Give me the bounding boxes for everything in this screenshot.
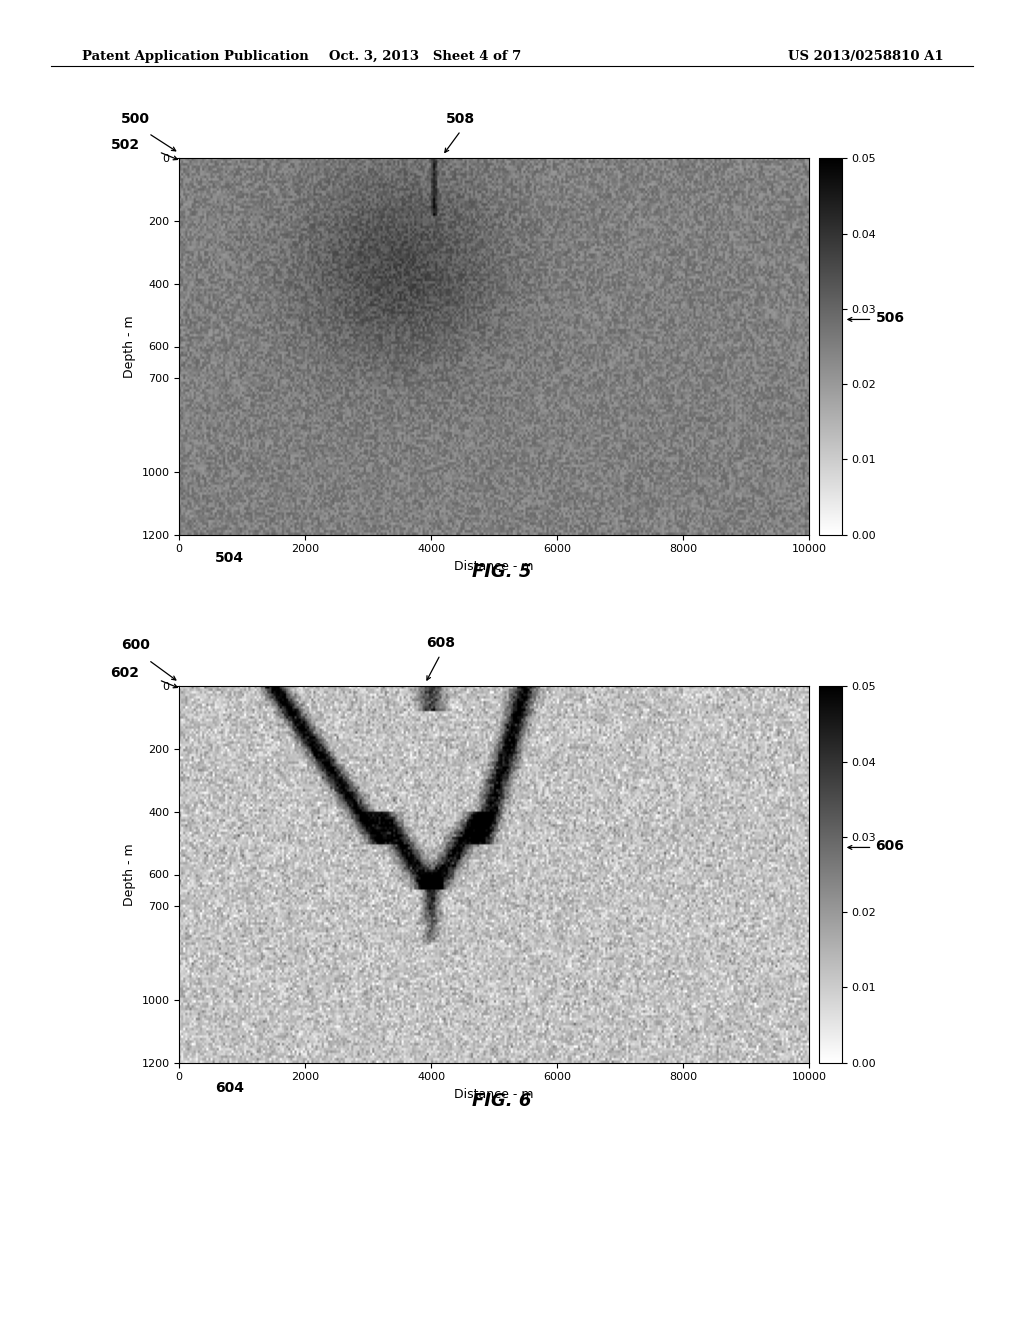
Text: Patent Application Publication: Patent Application Publication [82,50,308,63]
Text: 500: 500 [121,112,150,125]
Text: 502: 502 [111,139,139,152]
Text: 508: 508 [446,112,475,125]
Text: Oct. 3, 2013   Sheet 4 of 7: Oct. 3, 2013 Sheet 4 of 7 [329,50,521,63]
Y-axis label: Depth - m: Depth - m [123,843,136,906]
X-axis label: Distance - m: Distance - m [455,560,534,573]
Text: 506: 506 [876,312,904,325]
Text: 606: 606 [876,840,904,853]
Text: 604: 604 [215,1081,244,1094]
Text: 600: 600 [121,639,150,652]
Text: 602: 602 [111,667,139,680]
X-axis label: Distance - m: Distance - m [455,1088,534,1101]
Y-axis label: Depth - m: Depth - m [123,315,136,378]
Text: 504: 504 [215,552,244,565]
Text: FIG. 5: FIG. 5 [472,562,531,581]
Text: FIG. 6: FIG. 6 [472,1092,531,1110]
Text: US 2013/0258810 A1: US 2013/0258810 A1 [788,50,944,63]
Text: 608: 608 [426,636,455,649]
